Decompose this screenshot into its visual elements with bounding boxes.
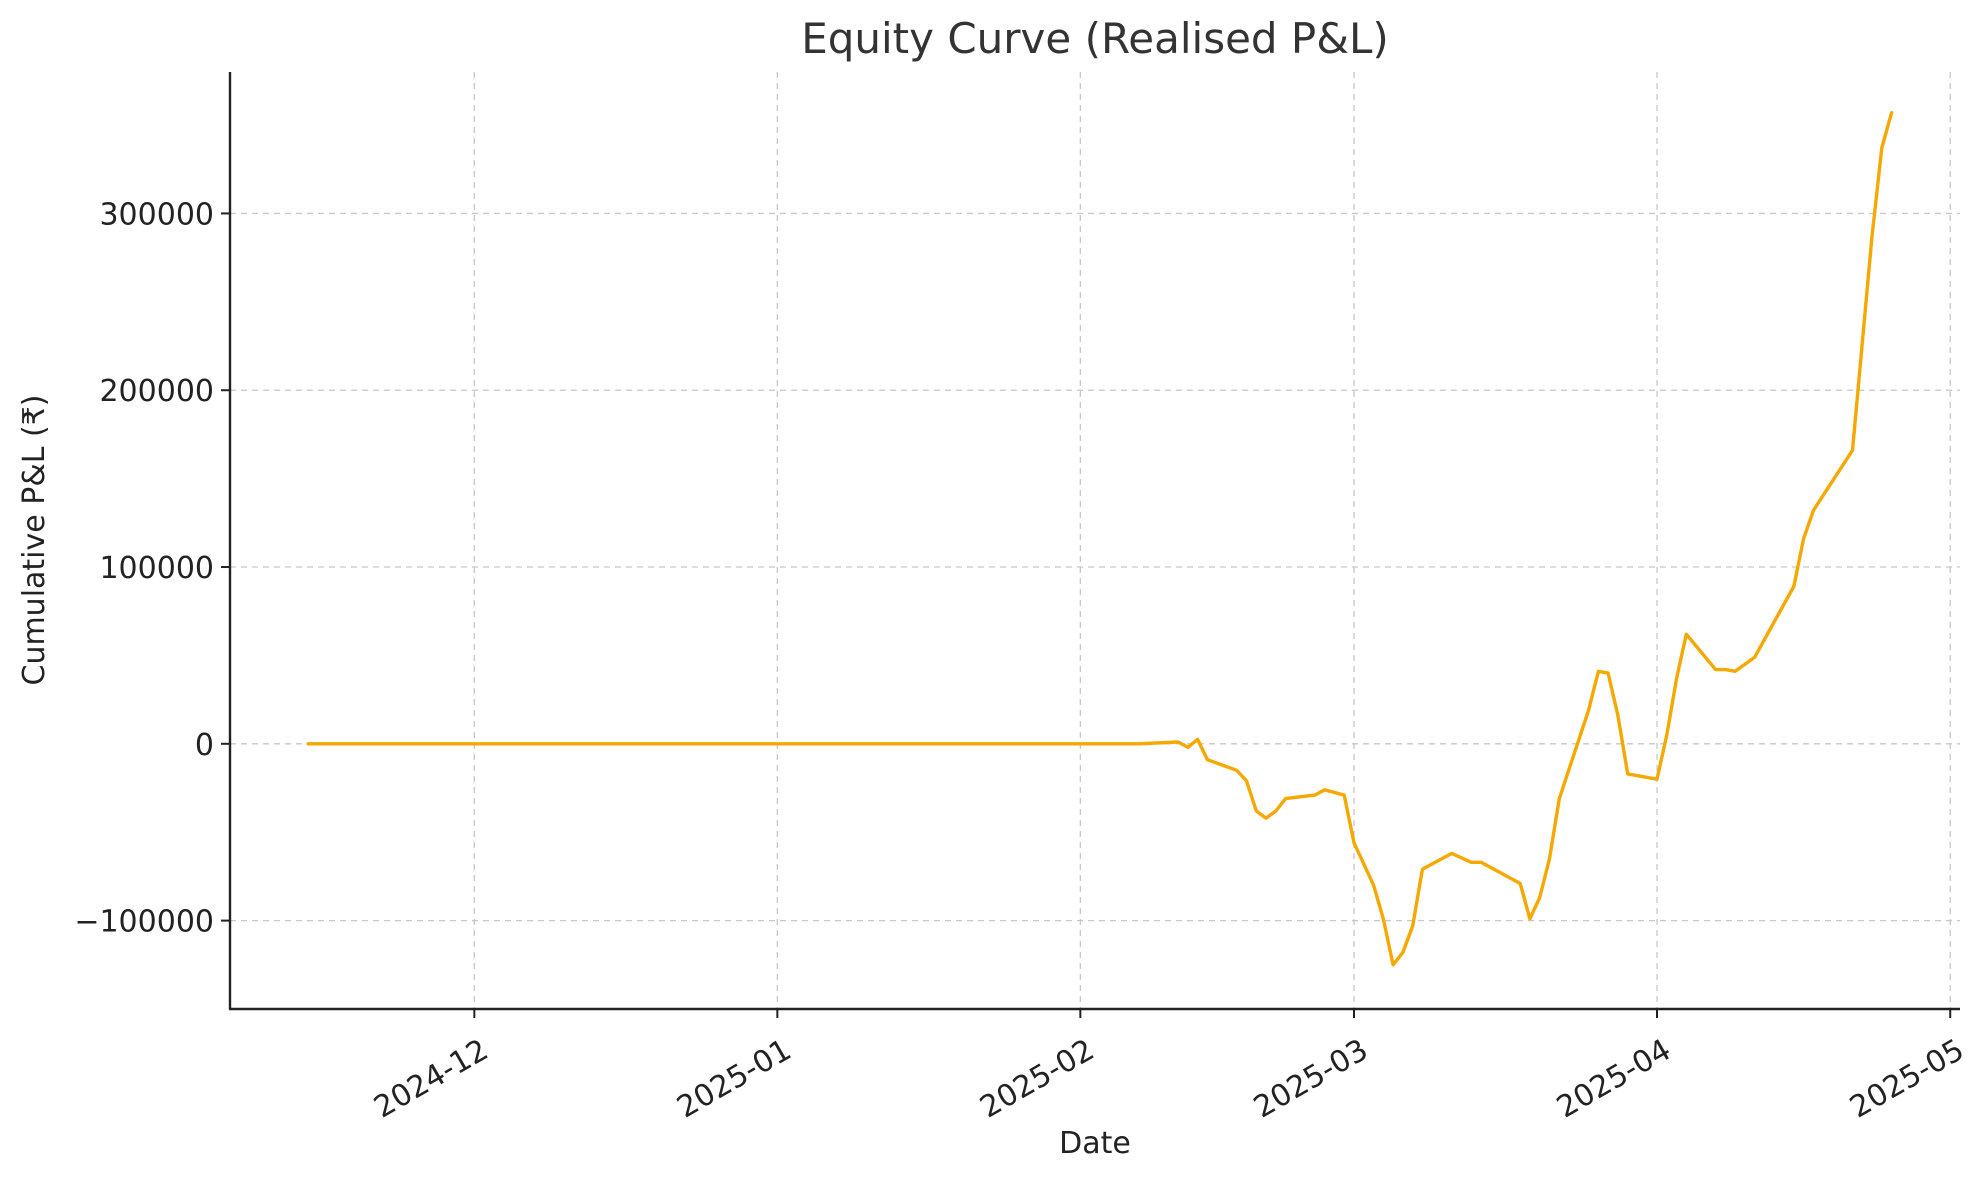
x-tick-label: 2025-03 (1248, 1032, 1374, 1125)
y-tick-label: 0 (195, 728, 214, 763)
x-tick-label: 2025-05 (1844, 1032, 1970, 1125)
x-tick-label: 2024-12 (368, 1032, 494, 1125)
y-tick-label: −100000 (74, 905, 214, 940)
x-tick-label: 2025-02 (974, 1032, 1100, 1125)
y-axis-label: Cumulative P&L (₹) (17, 395, 52, 686)
x-axis-ticks: 2024-12 2025-01 2025-02 2025-03 2025-04 2025-… (368, 1009, 1970, 1125)
x-axis-label: Date (1059, 1126, 1131, 1161)
x-tick-label: 2025-01 (671, 1032, 797, 1125)
axes (228, 72, 1960, 1011)
series-line-equity (306, 110, 1894, 967)
y-axis-ticks: −100000 0 100000 200000 300000 (74, 197, 230, 940)
y-tick-label: 200000 (99, 374, 214, 409)
grid-lines (230, 72, 1960, 1009)
y-tick-label: 300000 (99, 197, 214, 232)
y-tick-label: 100000 (99, 551, 214, 586)
series-layer (306, 110, 1894, 967)
x-tick-label: 2025-04 (1551, 1032, 1677, 1125)
chart-title: Equity Curve (Realised P&L) (801, 14, 1389, 63)
